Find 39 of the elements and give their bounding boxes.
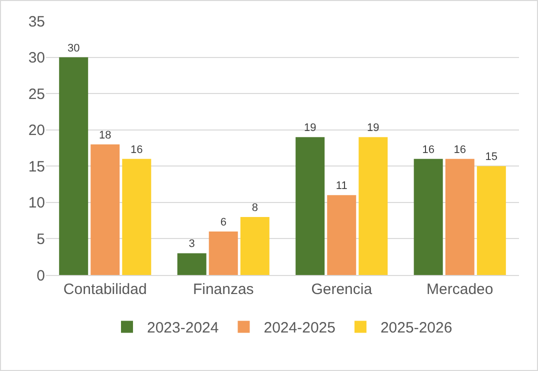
bar xyxy=(208,231,238,275)
y-tick-label: 5 xyxy=(36,230,45,248)
y-tick-label: 10 xyxy=(28,194,45,212)
data-label: 19 xyxy=(304,122,316,134)
bar xyxy=(59,57,88,275)
bar xyxy=(296,137,325,275)
data-label: 18 xyxy=(99,129,112,142)
y-tick-label: 35 xyxy=(28,13,45,30)
bar xyxy=(327,195,356,275)
bar xyxy=(90,144,120,275)
bar xyxy=(177,253,206,275)
bar xyxy=(240,216,270,275)
x-tick-label: Contabilidad xyxy=(63,281,147,298)
data-label: 6 xyxy=(220,216,226,228)
data-label: 15 xyxy=(485,151,498,164)
bar xyxy=(122,158,152,275)
data-label: 30 xyxy=(67,42,80,54)
data-label: 16 xyxy=(130,144,143,156)
y-tick-label: 20 xyxy=(28,122,45,140)
y-tick-label: 30 xyxy=(28,50,45,67)
data-label: 11 xyxy=(336,180,348,192)
bar xyxy=(414,158,443,275)
bar xyxy=(476,166,506,275)
bar xyxy=(445,158,474,275)
legend-label: 2025-2026 xyxy=(380,320,452,337)
x-tick-label: Gerencia xyxy=(311,281,373,298)
data-label: 8 xyxy=(252,202,258,214)
y-tick-label: 25 xyxy=(28,86,45,103)
bar xyxy=(358,137,388,275)
data-label: 19 xyxy=(367,122,380,134)
y-tick-label: 15 xyxy=(28,158,45,176)
data-label: 16 xyxy=(454,144,466,156)
data-label: 16 xyxy=(422,144,434,156)
y-tick-label: 0 xyxy=(36,267,45,284)
legend-label: 2024-2025 xyxy=(264,320,336,337)
legend-label: 2023-2024 xyxy=(147,320,219,337)
data-label: 3 xyxy=(188,238,195,250)
x-tick-label: Finanzas xyxy=(192,281,254,298)
x-tick-label: Mercadeo xyxy=(426,281,494,298)
